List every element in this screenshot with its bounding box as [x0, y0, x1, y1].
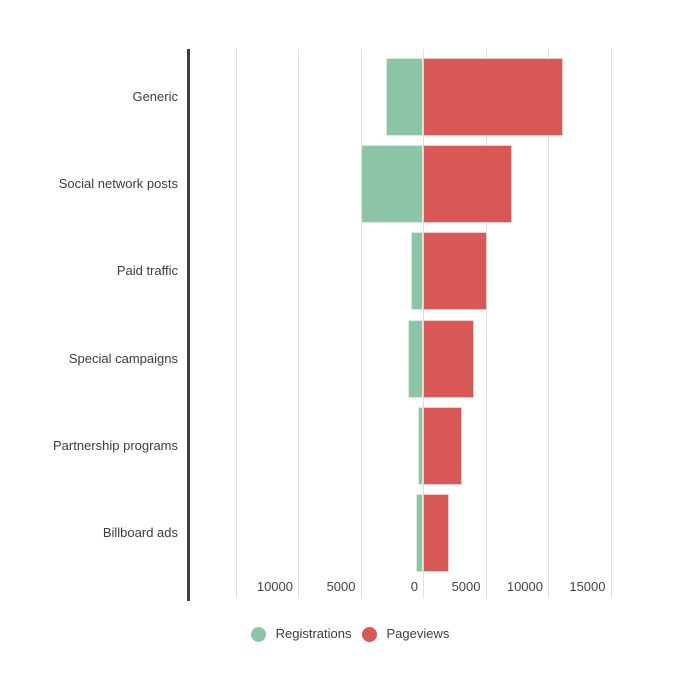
- category-label: Generic: [132, 89, 178, 104]
- registrations-bar[interactable]: [410, 232, 423, 311]
- legend-marker-registrations-icon: [250, 626, 266, 642]
- category-label: Social network posts: [58, 176, 178, 192]
- category-label: Paid traffic: [116, 263, 178, 279]
- x-tick-label: 10000: [506, 579, 543, 594]
- registrations-bar[interactable]: [408, 319, 423, 398]
- x-gridline: [610, 49, 612, 598]
- pageviews-bar[interactable]: [423, 145, 512, 224]
- x-gridline: [548, 49, 549, 598]
- category-label: Special campaigns: [68, 350, 178, 366]
- y-axis-line: [187, 49, 190, 601]
- category-label: Billboard ads: [102, 525, 178, 540]
- x-tick-label: 5000: [451, 579, 481, 594]
- legend-label: Registrations: [275, 626, 352, 641]
- pageviews-bar[interactable]: [423, 319, 475, 398]
- registrations-bar[interactable]: [360, 145, 423, 224]
- x-tick-label: 10000: [256, 579, 293, 594]
- x-gridline: [235, 49, 237, 598]
- registrations-bar[interactable]: [385, 58, 423, 136]
- legend-marker-pageviews-icon: [361, 626, 377, 642]
- category-label: Partnership programs: [53, 437, 178, 453]
- legend-item-registrations[interactable]: Registrations: [250, 626, 352, 642]
- x-tick-label: 0: [410, 579, 418, 594]
- chart-legend: Registrations Pageviews: [0, 626, 700, 642]
- x-tick-label: 15000: [569, 579, 606, 594]
- pageviews-bar[interactable]: [423, 58, 563, 136]
- legend-item-pageviews[interactable]: Pageviews: [361, 626, 450, 642]
- registrations-bar[interactable]: [416, 494, 423, 572]
- x-tick-label: 5000: [326, 579, 356, 594]
- registrations-bar[interactable]: [418, 406, 423, 485]
- pageviews-bar[interactable]: [423, 494, 450, 572]
- legend-label: Pageviews: [386, 626, 450, 641]
- pageviews-bar[interactable]: [423, 232, 487, 311]
- x-gridline: [298, 49, 299, 598]
- x-gridline: [360, 49, 362, 598]
- pageviews-bar[interactable]: [423, 406, 462, 485]
- x-gridline: [485, 49, 487, 598]
